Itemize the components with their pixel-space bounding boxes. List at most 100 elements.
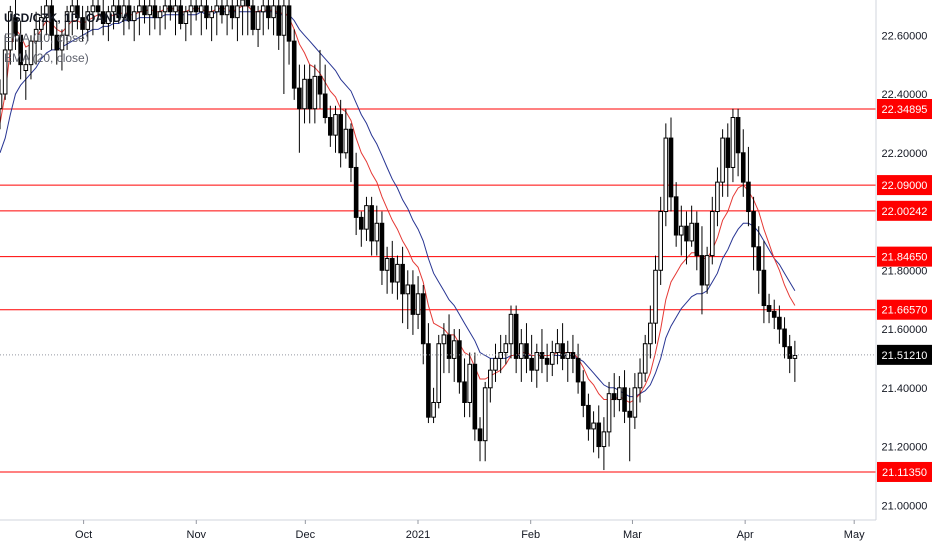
x-tick-label: Apr xyxy=(737,529,754,541)
candle xyxy=(291,29,297,100)
candle xyxy=(601,417,607,471)
candle xyxy=(611,373,617,418)
candle xyxy=(111,0,116,30)
candle xyxy=(302,64,307,124)
level-label-bg-2 xyxy=(877,200,932,221)
candle-body xyxy=(431,401,436,418)
x-tick-label: Feb xyxy=(521,529,540,541)
candle-body xyxy=(54,34,60,51)
level-label-bg-4 xyxy=(877,299,932,320)
candle xyxy=(730,108,736,183)
candle-body xyxy=(137,5,142,13)
candle xyxy=(8,5,13,65)
candle xyxy=(59,29,65,71)
candle xyxy=(580,370,586,418)
candle xyxy=(80,5,85,42)
candle-body xyxy=(2,49,8,95)
candle-body xyxy=(209,11,214,19)
candle xyxy=(348,123,354,183)
candle xyxy=(44,0,49,36)
candle-body xyxy=(601,431,607,448)
candle xyxy=(400,246,405,324)
candle xyxy=(704,246,710,294)
candle-body xyxy=(653,269,658,324)
candle xyxy=(374,205,380,256)
current-price-bg xyxy=(877,344,932,365)
candle-body xyxy=(0,93,3,110)
candle xyxy=(570,334,576,374)
candle xyxy=(441,323,447,374)
candle xyxy=(328,105,333,147)
candle-body xyxy=(570,352,576,359)
candle xyxy=(193,0,199,21)
candle xyxy=(209,5,214,42)
candle xyxy=(286,0,292,65)
candlesticks xyxy=(0,0,798,471)
candle-body xyxy=(477,428,483,442)
candle xyxy=(720,129,725,197)
candle-body xyxy=(709,211,715,257)
candle-body xyxy=(106,11,111,25)
y-tick-label: 21.40000 xyxy=(882,383,928,395)
candle-body xyxy=(648,322,653,345)
x-tick-label: 2021 xyxy=(406,529,430,541)
candle-body xyxy=(503,343,509,354)
symbol-title[interactable]: USD/CZK, 1D, OANDA xyxy=(4,11,131,25)
candle-body xyxy=(240,0,245,7)
candle-body xyxy=(343,128,349,154)
candle-body xyxy=(322,93,328,119)
level-label-bg-0 xyxy=(877,99,932,120)
candle-body xyxy=(348,128,354,168)
candle-body xyxy=(539,352,545,359)
candle xyxy=(245,0,251,36)
candle xyxy=(250,0,256,36)
candle xyxy=(90,0,96,36)
time-axis[interactable]: Oct Nov Dec 2021 Feb Mar Apr May xyxy=(75,520,865,541)
candle-body xyxy=(250,5,256,30)
candle xyxy=(555,329,560,365)
candle-body xyxy=(198,5,204,13)
candle xyxy=(271,0,276,36)
candle xyxy=(137,0,142,36)
candle xyxy=(173,0,178,36)
candle xyxy=(467,352,473,418)
candle xyxy=(668,117,674,212)
candle-body xyxy=(457,340,462,383)
candle-body xyxy=(59,34,65,51)
candle xyxy=(673,182,679,247)
candle-body xyxy=(580,381,586,406)
candle xyxy=(410,270,416,335)
candle xyxy=(787,334,793,374)
chart-legend: USD/CZK, 1D, OANDA EMA (10, close) EMA (… xyxy=(4,8,130,68)
candle xyxy=(751,196,756,271)
candle xyxy=(451,329,457,382)
candle-body xyxy=(472,363,478,430)
candle-body xyxy=(534,352,540,371)
candle xyxy=(49,0,54,50)
candle xyxy=(131,5,137,42)
candle-body xyxy=(730,117,736,168)
candle xyxy=(446,314,452,374)
candle-body xyxy=(235,5,240,19)
level-label-bg-3 xyxy=(877,246,932,267)
ema-fast-legend[interactable]: EMA (10, close) xyxy=(4,31,89,45)
candle-body xyxy=(565,352,571,359)
candle-body xyxy=(116,5,122,19)
candle xyxy=(420,284,426,365)
candle xyxy=(482,381,488,462)
candle xyxy=(405,270,411,330)
y-tick-label: 21.60000 xyxy=(882,324,928,336)
candle-body xyxy=(188,5,194,13)
ema-slow-legend[interactable]: EMA (20, close) xyxy=(4,51,89,65)
candle-body xyxy=(281,5,287,36)
candle-body xyxy=(549,352,555,365)
candle-body xyxy=(75,5,80,19)
candle xyxy=(214,0,220,36)
candle-body xyxy=(147,5,152,16)
candle xyxy=(369,196,374,256)
candle-body xyxy=(69,5,75,13)
candle-body xyxy=(782,328,787,348)
candle-body xyxy=(276,5,282,36)
candle xyxy=(756,226,762,294)
